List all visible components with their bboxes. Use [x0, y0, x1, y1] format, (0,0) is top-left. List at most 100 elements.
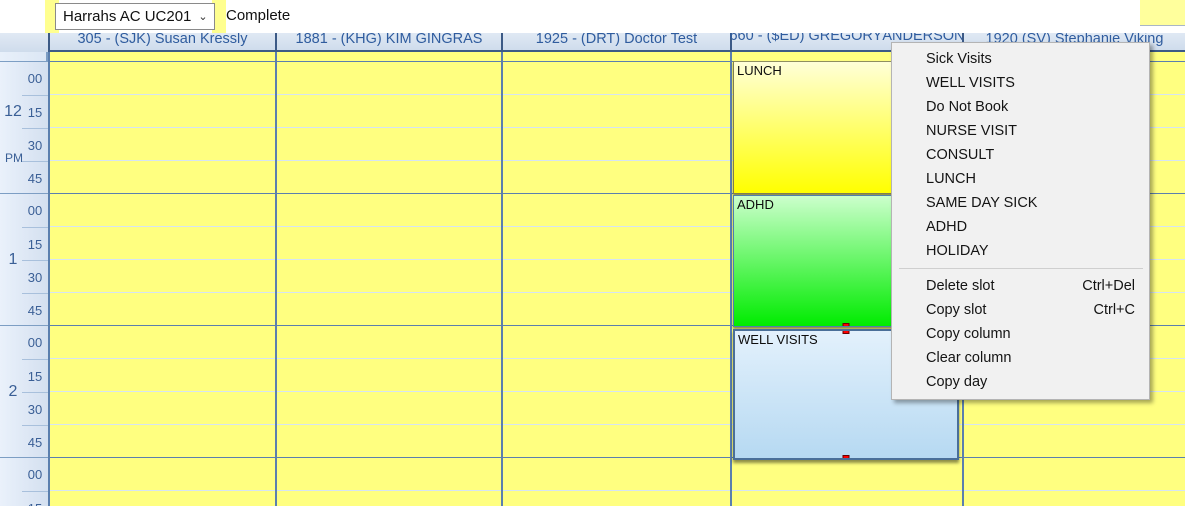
- menu-item-clear-column[interactable]: Clear column: [892, 346, 1149, 370]
- menu-item-label: ADHD: [926, 219, 968, 235]
- grid-row-line: [50, 259, 275, 260]
- gutter-quarter-label: 00: [27, 467, 43, 482]
- grid-row-line: [503, 193, 730, 194]
- grid-row-line: [50, 160, 275, 161]
- menu-item-lunch[interactable]: LUNCH: [892, 167, 1149, 191]
- menu-item-label: HOLIDAY: [926, 243, 989, 259]
- grid-row-line: [50, 490, 275, 491]
- clinic-select[interactable]: Harrahs AC UC2017 ⌄: [55, 3, 215, 30]
- toolbar-yellow-strip-mid: [212, 0, 226, 33]
- resize-handle-bottom[interactable]: [842, 455, 850, 458]
- grid-row-line: [503, 61, 730, 62]
- grid-row-line: [277, 325, 501, 326]
- grid-row-line: [277, 160, 501, 161]
- grid-row-line: [50, 61, 275, 62]
- menu-item-shortcut: Ctrl+C: [1093, 302, 1136, 318]
- grid-row-line: [277, 391, 501, 392]
- grid-row-line: [277, 358, 501, 359]
- resize-handle-top[interactable]: [842, 331, 850, 334]
- menu-item-label: Copy slot: [926, 302, 987, 318]
- menu-item-label: Do Not Book: [926, 99, 1009, 115]
- slot-context-menu[interactable]: Sick Visits WELL VISITS Do Not Book NURSE V…: [891, 42, 1150, 400]
- menu-item-label: NURSE VISIT: [926, 123, 1018, 139]
- provider-header-label: 1925 - (DRT) Doctor Test: [535, 31, 698, 47]
- gutter-quarter-label: 30: [22, 392, 48, 425]
- menu-item-delete-slot[interactable]: Delete slot Ctrl+Del: [892, 274, 1149, 298]
- provider-header-label: 305 - (SJK) Susan Kressly: [77, 31, 248, 47]
- menu-item-do-not-book[interactable]: Do Not Book: [892, 95, 1149, 119]
- provider-column-header-1925[interactable]: 1925 - (DRT) Doctor Test: [501, 26, 730, 52]
- grid-row-line: [50, 292, 275, 293]
- menu-item-adhd[interactable]: ADHD: [892, 215, 1149, 239]
- toolbar-yellow-strip-right: [1140, 0, 1185, 26]
- gutter-hour-label: 1: [8, 250, 18, 268]
- grid-row-line: [503, 127, 730, 128]
- grid-row-line: [50, 424, 275, 425]
- menu-item-copy-day[interactable]: Copy day: [892, 370, 1149, 394]
- grid-row-line: [503, 358, 730, 359]
- grid-row-line: [50, 94, 275, 95]
- grid-row-line: [50, 358, 275, 359]
- menu-item-same-day-sick[interactable]: SAME DAY SICK: [892, 191, 1149, 215]
- menu-item-well-visits[interactable]: WELL VISITS: [892, 71, 1149, 95]
- grid-row-line: [503, 325, 730, 326]
- schedule-column-1925[interactable]: [501, 52, 730, 506]
- gutter-quarter-label: 15: [22, 95, 48, 128]
- grid-row-line: [277, 226, 501, 227]
- grid-row-line: [964, 490, 1185, 491]
- menu-item-label: Copy day: [926, 374, 988, 390]
- grid-row-line: [277, 490, 501, 491]
- gutter-quarter-label: 15: [22, 359, 48, 392]
- gutter-quarter-label: 45: [22, 161, 48, 194]
- menu-item-label: SAME DAY SICK: [926, 195, 1038, 211]
- grid-row-line: [964, 424, 1185, 425]
- menu-item-label: Delete slot: [926, 278, 995, 294]
- grid-row-line: [503, 490, 730, 491]
- gutter-hour-1: 1 00 15 30 45: [0, 193, 48, 325]
- gutter-quarter-label: 15: [22, 491, 48, 506]
- menu-item-nurse-visit[interactable]: NURSE VISIT: [892, 119, 1149, 143]
- grid-row-line: [277, 424, 501, 425]
- gutter-hour-2: 2 00 15 30 45: [0, 325, 48, 457]
- menu-item-consult[interactable]: CONSULT: [892, 143, 1149, 167]
- grid-row-line: [503, 292, 730, 293]
- gutter-meridiem-label: PM: [5, 151, 23, 166]
- menu-item-label: Sick Visits: [926, 51, 992, 67]
- schedule-column-305[interactable]: [48, 52, 275, 506]
- grid-row-line: [277, 259, 501, 260]
- gutter-quarter-label: 45: [22, 293, 48, 326]
- grid-row-line: [503, 226, 730, 227]
- grid-row-line: [732, 490, 962, 491]
- provider-column-header-1881[interactable]: 1881 - (KHG) KIM GINGRAS: [275, 26, 501, 52]
- menu-item-label: Clear column: [926, 350, 1012, 366]
- chevron-down-icon[interactable]: ⌄: [198, 11, 208, 23]
- resize-handle-bottom[interactable]: [842, 323, 850, 326]
- grid-row-line: [277, 61, 501, 62]
- grid-row-line: [277, 127, 501, 128]
- menu-item-copy-column[interactable]: Copy column: [892, 322, 1149, 346]
- gutter-hour-label: 12: [4, 102, 22, 120]
- gutter-quarter-label: 15: [22, 227, 48, 260]
- gutter-quarter-label: 45: [22, 425, 48, 458]
- grid-row-line: [50, 127, 275, 128]
- grid-row-line: [50, 457, 275, 458]
- time-gutter: 12PM001530451001530452001530450015: [0, 52, 48, 506]
- gutter-quarter-label: 00: [27, 71, 43, 86]
- menu-item-copy-slot[interactable]: Copy slot Ctrl+C: [892, 298, 1149, 322]
- provider-column-header-305[interactable]: 305 - (SJK) Susan Kressly: [48, 26, 275, 52]
- slot-label: LUNCH: [737, 63, 782, 78]
- menu-item-label: CONSULT: [926, 147, 995, 163]
- grid-row-line: [277, 94, 501, 95]
- menu-item-holiday[interactable]: HOLIDAY: [892, 239, 1149, 263]
- grid-row-line: [277, 292, 501, 293]
- menu-item-shortcut: Ctrl+Del: [1082, 278, 1135, 294]
- clinic-select-value: Harrahs AC UC2017: [63, 8, 192, 25]
- gutter-quarter-label: 00: [27, 335, 43, 350]
- menu-item-sick-visits[interactable]: Sick Visits: [892, 47, 1149, 71]
- grid-row-line: [50, 226, 275, 227]
- top-toolbar: Harrahs AC UC2017 ⌄ Complete: [0, 0, 1185, 33]
- menu-item-label: LUNCH: [926, 171, 976, 187]
- grid-row-line: [503, 94, 730, 95]
- schedule-column-1881[interactable]: [275, 52, 501, 506]
- grid-row-line: [503, 259, 730, 260]
